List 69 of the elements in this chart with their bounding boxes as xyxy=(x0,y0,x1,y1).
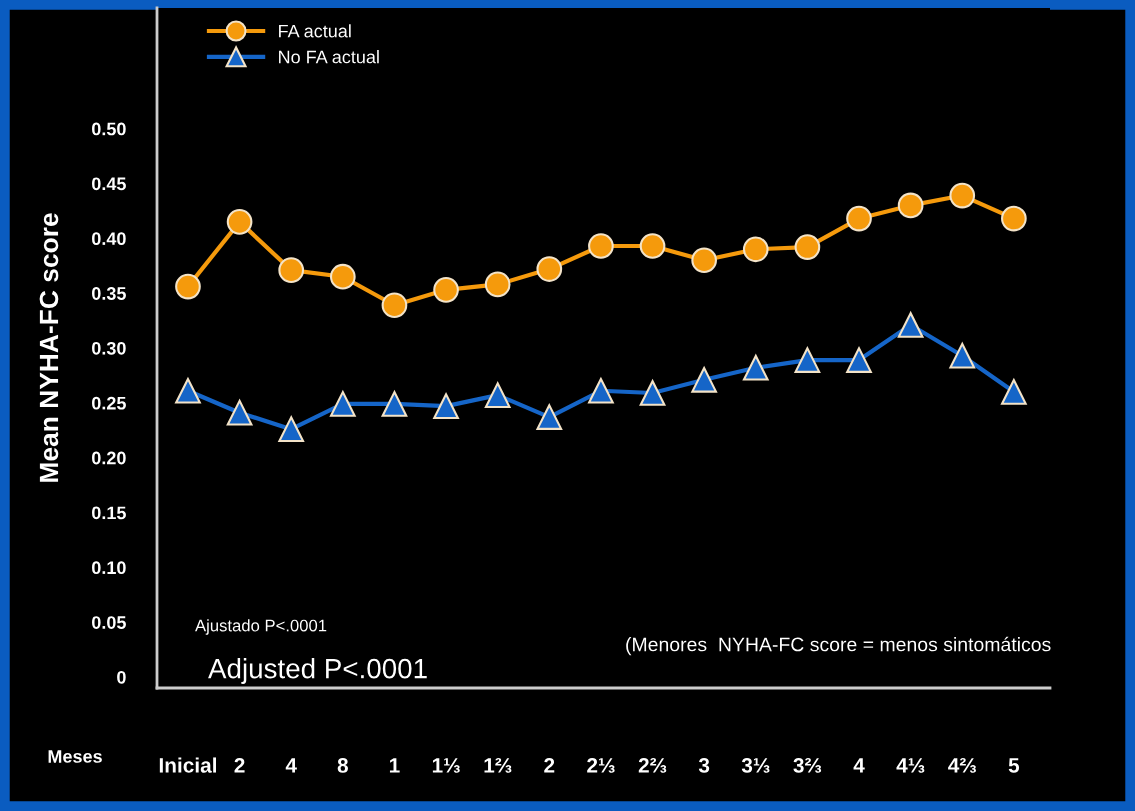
y-tick-label: 0.20 xyxy=(92,451,126,465)
point xyxy=(329,391,356,417)
x-tick-label: 2⅓ xyxy=(587,757,615,773)
legend-label: No FA actual xyxy=(279,50,379,64)
point xyxy=(175,377,201,404)
x-tick-label: 4⅔ xyxy=(948,758,976,773)
point xyxy=(278,416,305,443)
y-tick-label: 0.15 xyxy=(92,506,126,520)
x-tick-label: 1⅓ xyxy=(432,758,460,773)
y-tick-label: 0.05 xyxy=(92,616,126,629)
y-tick-label: 0.50 xyxy=(92,122,126,136)
legend-label: FA actual xyxy=(279,24,351,38)
point xyxy=(484,271,511,298)
point xyxy=(897,312,924,338)
x-tick-label: 2⅔ xyxy=(638,757,667,773)
point xyxy=(329,263,356,290)
point xyxy=(588,377,614,404)
x-tick-label: 4 xyxy=(285,758,297,773)
annotation: Adjusted P<.0001 xyxy=(208,658,427,684)
point xyxy=(897,192,924,219)
point xyxy=(639,233,666,259)
annotation: Ajustado P<.0001 xyxy=(195,619,327,635)
point xyxy=(226,209,253,235)
y-tick-label: 0.40 xyxy=(92,232,126,246)
point xyxy=(381,391,408,417)
x-tick-label: 4⅓ xyxy=(896,758,925,773)
point xyxy=(691,247,717,274)
point xyxy=(794,234,821,260)
point xyxy=(846,347,872,373)
point xyxy=(588,233,614,259)
x-tick-label: 3 xyxy=(698,757,710,773)
y-tick-label: 0.35 xyxy=(92,287,126,300)
point xyxy=(536,256,563,282)
point xyxy=(846,205,872,232)
x-tick-label: 1⅔ xyxy=(484,758,512,773)
point xyxy=(742,236,769,263)
x-tick-label: 8 xyxy=(337,757,348,773)
point xyxy=(691,366,717,393)
point xyxy=(381,292,408,319)
point xyxy=(226,399,253,426)
x-tick-label: 3⅓ xyxy=(741,757,770,773)
y-tick-label: 0 xyxy=(117,670,126,684)
point xyxy=(278,257,305,283)
y-axis-title: Mean NYHA-FC score xyxy=(39,213,59,482)
y-tick-label: 0.10 xyxy=(92,561,126,575)
annotation: (Menores NYHA-FC score = menos sintomáticos xyxy=(626,636,1051,656)
point xyxy=(433,277,459,303)
x-axis-title: Meses xyxy=(48,750,102,763)
point xyxy=(742,354,769,381)
y-tick-label: 0.45 xyxy=(92,177,126,191)
point xyxy=(949,182,976,209)
point xyxy=(1001,379,1027,405)
y-tick-label: 0.30 xyxy=(92,341,126,355)
point xyxy=(1001,205,1027,232)
x-tick-label: 1 xyxy=(389,758,400,773)
x-tick-label: 3⅔ xyxy=(793,757,822,773)
x-tick-label: 2 xyxy=(234,757,245,773)
point xyxy=(639,380,666,406)
x-tick-label: Inicial xyxy=(159,757,217,773)
x-tick-label: 2 xyxy=(544,757,555,773)
x-tick-label: 5 xyxy=(1008,758,1020,773)
point xyxy=(433,393,459,419)
x-tick-label: 4 xyxy=(853,758,865,773)
y-tick-label: 0.25 xyxy=(92,396,126,410)
point xyxy=(175,273,201,300)
point xyxy=(794,347,821,373)
point xyxy=(536,404,563,430)
point xyxy=(484,382,511,409)
point xyxy=(949,342,976,369)
